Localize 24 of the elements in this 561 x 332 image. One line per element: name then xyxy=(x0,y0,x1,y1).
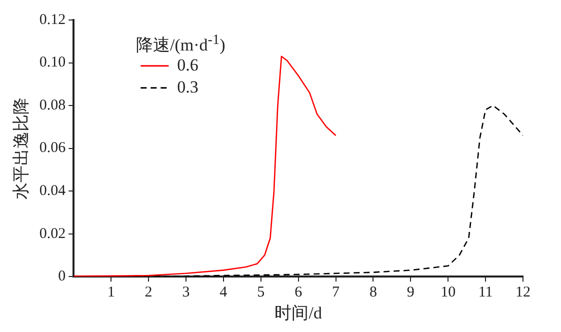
y-tick-label: 0.08 xyxy=(39,97,66,114)
x-tick-label: 5 xyxy=(257,284,265,301)
x-tick-label: 1 xyxy=(107,284,115,301)
x-tick-label: 7 xyxy=(332,284,340,301)
x-tick-label: 10 xyxy=(440,284,456,301)
y-tick-label: 0.04 xyxy=(39,183,66,200)
x-tick-label: 8 xyxy=(369,284,377,301)
legend-title: 降速/(m·d$^{-1}$) xyxy=(136,32,226,57)
y-tick-label: 0.06 xyxy=(39,140,66,156)
x-tick-label: 12 xyxy=(516,284,530,301)
x-tick-label: 9 xyxy=(406,284,414,301)
x-tick-label: 6 xyxy=(294,284,303,301)
y-axis-title: 水平出逸比降 xyxy=(12,97,31,200)
x-tick-label: 11 xyxy=(478,284,493,301)
y-tick-label: 0.12 xyxy=(39,12,66,28)
legend-label: 0.6 xyxy=(177,55,198,74)
y-tick-label: 0.02 xyxy=(39,226,66,242)
legend-label: 0.3 xyxy=(177,77,198,96)
y-tick-label: 0.10 xyxy=(39,54,66,71)
y-tick-label: 0 xyxy=(58,268,66,285)
x-tick-label: 3 xyxy=(182,284,190,301)
x-axis-title: 时间/d xyxy=(274,303,322,322)
x-tick-label: 2 xyxy=(144,284,152,301)
x-tick-label: 4 xyxy=(220,284,228,301)
